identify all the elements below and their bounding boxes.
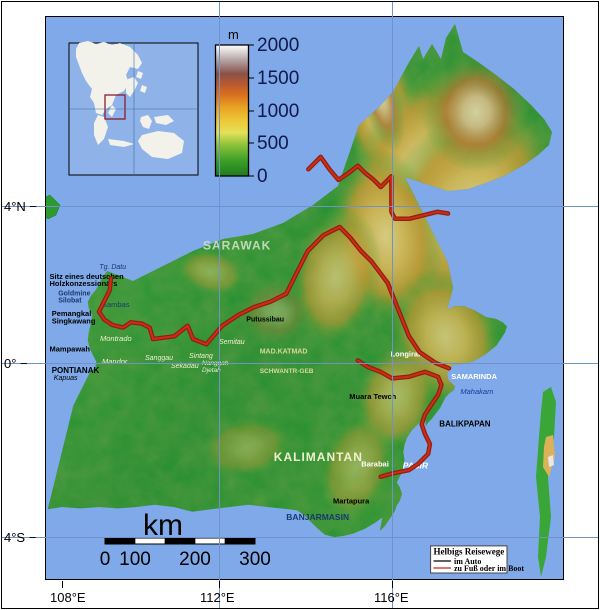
svg-text:Mandor: Mandor	[102, 357, 128, 366]
svg-text:BALIKPAPAN: BALIKPAPAN	[439, 420, 490, 429]
svg-text:Tg. Datu: Tg. Datu	[99, 264, 126, 271]
svg-text:Mampawah: Mampawah	[50, 344, 91, 353]
svg-text:1500: 1500	[257, 68, 299, 89]
svg-text:0: 0	[257, 166, 268, 187]
svg-text:Montrado: Montrado	[100, 334, 132, 343]
svg-text:Silobat: Silobat	[58, 298, 82, 305]
svg-text:Putussibau: Putussibau	[246, 317, 284, 324]
svg-text:Martapura: Martapura	[333, 496, 370, 505]
svg-text:Mahakam: Mahakam	[460, 387, 493, 396]
svg-text:zu Fuß oder im Boot: zu Fuß oder im Boot	[454, 564, 524, 573]
svg-text:Semitau: Semitau	[219, 339, 245, 346]
svg-text:0: 0	[100, 549, 111, 570]
svg-text:Kapuas: Kapuas	[54, 375, 78, 382]
svg-text:Sanggau: Sanggau	[145, 355, 173, 362]
svg-text:Muara Tewch: Muara Tewch	[349, 392, 396, 401]
svg-text:BANJARMASIN: BANJARMASIN	[286, 512, 349, 522]
svg-text:Singkawang: Singkawang	[52, 316, 96, 325]
svg-text:MAD.KATMAD: MAD.KATMAD	[260, 348, 308, 355]
svg-text:2000: 2000	[257, 35, 299, 56]
svg-text:SAMARINDA: SAMARINDA	[451, 372, 497, 381]
svg-text:Holzkonzessionärs: Holzkonzessionärs	[50, 279, 118, 288]
svg-text:500: 500	[257, 133, 289, 154]
svg-text:m: m	[228, 27, 239, 42]
svg-text:Helbigs Reisewege: Helbigs Reisewege	[434, 547, 505, 557]
svg-text:1000: 1000	[257, 101, 299, 122]
svg-text:KALIMANTAN: KALIMANTAN	[274, 450, 363, 464]
svg-text:Goldmine: Goldmine	[58, 291, 90, 298]
svg-text:PONTIANAK: PONTIANAK	[52, 366, 100, 375]
svg-text:Barabai: Barabai	[361, 460, 389, 469]
svg-text:300: 300	[239, 549, 271, 570]
svg-text:Sekadau: Sekadau	[171, 363, 199, 370]
svg-text:Sintang: Sintang	[189, 353, 213, 360]
svg-text:100: 100	[119, 549, 151, 570]
svg-text:SCHWANTR-GEB: SCHWANTR-GEB	[260, 368, 314, 375]
svg-text:SARAWAK: SARAWAK	[203, 239, 271, 253]
svg-text:200: 200	[179, 549, 211, 570]
